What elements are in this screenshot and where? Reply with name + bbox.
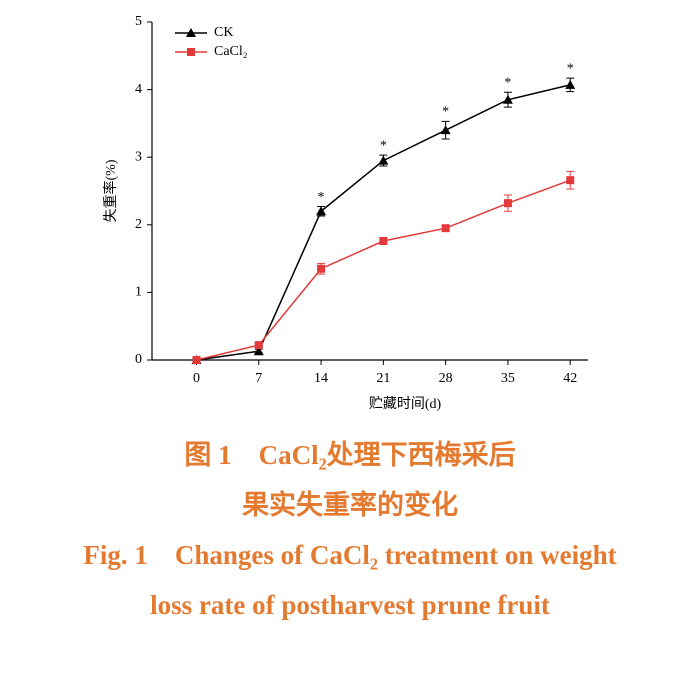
x-tick-label: 7 — [255, 371, 262, 386]
point — [378, 155, 389, 165]
y-tick-label: 1 — [135, 285, 142, 300]
point — [254, 341, 263, 350]
y-tick-label: 0 — [135, 352, 142, 367]
x-tick-label: 21 — [376, 371, 390, 386]
chart: 贮藏时间(d) 失重率(%) 0 1 2 3 4 5 0 7 14 21 28 35 42 CK CaCl₂… — [102, 14, 588, 412]
series-line — [196, 179, 571, 361]
annotation: * — [318, 190, 325, 205]
annotation: * — [442, 105, 449, 120]
legend-marker — [186, 28, 196, 37]
point — [192, 356, 201, 364]
point — [317, 264, 326, 273]
legend-label: CK — [214, 25, 233, 40]
series-line — [196, 84, 571, 361]
point — [502, 94, 513, 104]
x-tick-label: 28 — [439, 371, 453, 386]
point — [379, 237, 388, 246]
annotation: * — [567, 61, 574, 76]
y-tick-label: 3 — [135, 149, 142, 164]
x-axis-label: 贮藏时间(d) — [369, 396, 442, 412]
caption-line: 图 1 CaCl₂处理下西梅采后 — [184, 440, 516, 470]
point — [441, 224, 450, 233]
x-tick-label: 0 — [193, 371, 200, 386]
x-tick-label: 35 — [501, 371, 515, 386]
annotation: * — [504, 76, 511, 91]
legend-marker — [187, 48, 195, 56]
point — [316, 206, 327, 216]
point — [440, 125, 451, 135]
x-tick-label: 14 — [314, 371, 328, 386]
x-tick-label: 42 — [563, 371, 577, 386]
caption: 图 1 CaCl₂处理下西梅采后 果实失重率的变化 Fig. 1 Changes… — [0, 430, 700, 630]
point — [565, 79, 576, 89]
caption-line: loss rate of postharvest prune fruit — [150, 590, 550, 620]
caption-line: 果实失重率的变化 — [242, 490, 458, 520]
point — [253, 346, 264, 356]
y-tick-label: 2 — [135, 217, 142, 232]
point — [566, 176, 575, 185]
caption-line: Fig. 1 Changes of CaCl₂ treatment on wei… — [83, 540, 617, 570]
legend-label: CaCl₂ — [214, 44, 248, 59]
y-tick-label: 4 — [135, 82, 142, 97]
annotation: * — [380, 138, 387, 153]
point — [503, 199, 512, 208]
y-axis-label: 失重率(%) — [102, 159, 119, 222]
y-tick-label: 5 — [135, 14, 142, 29]
